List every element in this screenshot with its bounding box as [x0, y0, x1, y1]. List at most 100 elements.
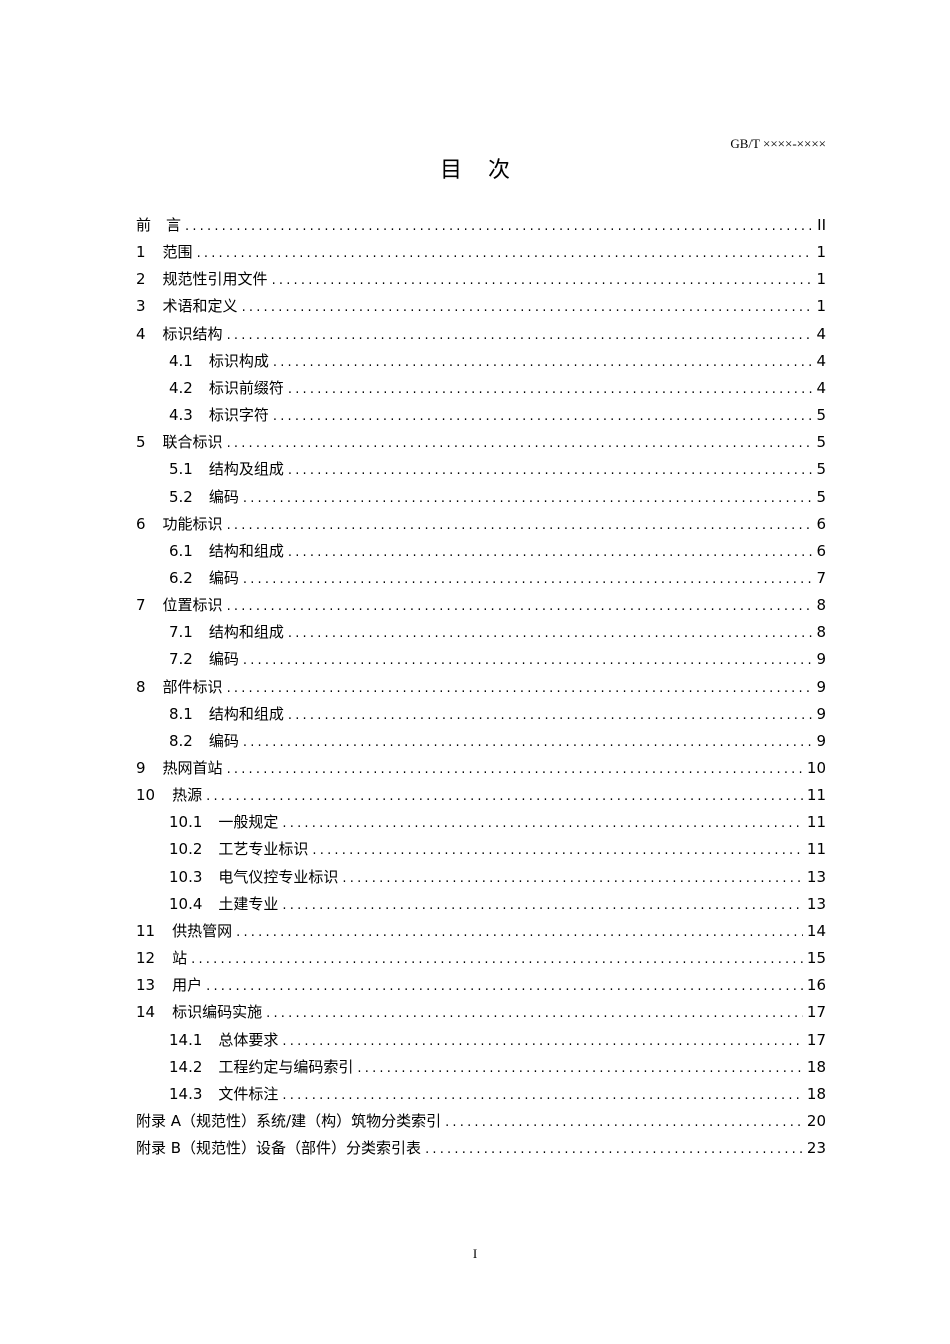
toc-entry-title: 热网首站	[162, 759, 223, 777]
toc-entry[interactable]: 10.2 工艺专业标识..............................…	[169, 839, 826, 859]
toc-entry-page: 9	[816, 704, 826, 723]
toc-entry-title: 工艺专业标识	[218, 840, 309, 859]
dot-leader: ........................................…	[241, 300, 813, 316]
dot-leader: ........................................…	[287, 544, 813, 560]
dot-leader: ........................................…	[282, 1087, 803, 1103]
toc-entry-title: 附录 A（规范性）系统/建（构）筑物分类索引	[136, 1111, 442, 1130]
toc-entry[interactable]: 7.1 结构和组成................................…	[169, 622, 826, 642]
toc-entry-number: 2	[136, 270, 146, 289]
toc-entry[interactable]: 14.1 总体要求................................…	[169, 1030, 826, 1050]
toc-entry-title: 标识编码实施	[172, 1003, 263, 1022]
dot-leader: ........................................…	[206, 979, 803, 995]
toc-entry-number: 5.2	[169, 487, 193, 506]
toc-entry-title: 位置标识	[162, 596, 223, 615]
toc-entry-number: 6.1	[169, 541, 193, 560]
toc-entry[interactable]: 10.3 电气仪控专业标识............................…	[169, 867, 826, 887]
toc-entry-page: 11	[806, 840, 826, 859]
toc-entry-number: 5	[136, 433, 146, 452]
toc-entry[interactable]: 14.2 工程约定与编码索引...........................…	[169, 1057, 826, 1077]
toc-entry[interactable]: 前 言.....................................…	[136, 215, 826, 235]
toc-entry-title: 结构及组成	[208, 460, 284, 479]
toc-entry-page: 5	[816, 487, 826, 506]
toc-entry-title: 热源	[172, 786, 203, 805]
toc-entry[interactable]: 5.2 编码...................................…	[169, 487, 826, 507]
toc-entry-page: 6	[816, 514, 826, 533]
toc-entry[interactable]: 10.1 一般规定................................…	[169, 812, 826, 832]
toc-entry-title: 结构和组成	[208, 541, 284, 560]
toc-entry[interactable]: 6.1 结构和组成................................…	[169, 541, 826, 561]
toc-entry[interactable]: 14 标识编码实施................................…	[136, 1002, 826, 1022]
toc-entry-title: 一般规定	[218, 813, 279, 832]
toc-entry[interactable]: 附录 A（规范性）系统/建（构）筑物分类索引..................…	[136, 1111, 826, 1131]
dot-leader: ........................................…	[272, 354, 813, 370]
toc-entry[interactable]: 2 规范性引用文件................................…	[136, 269, 826, 289]
toc-entry[interactable]: 11 供热管网..................................…	[136, 921, 826, 941]
toc-entry[interactable]: 4.2 标识前缀符................................…	[169, 378, 826, 398]
toc-entry[interactable]: 附录 B（规范性）设备（部件）分类索引表....................…	[136, 1138, 826, 1158]
toc-entry[interactable]: 14.3 文件标注................................…	[169, 1084, 826, 1104]
toc-entry[interactable]: 9 热网首站...................................…	[136, 758, 826, 778]
toc-entry-page: II	[817, 216, 826, 234]
toc-entry-page: 4	[816, 351, 826, 370]
toc-entry-page: 5	[816, 460, 826, 479]
dot-leader: ........................................…	[226, 517, 813, 533]
toc-entry-title: 部件标识	[162, 677, 223, 696]
toc-entry-page: 1	[816, 270, 826, 289]
toc-entry-page: 6	[816, 541, 826, 560]
toc-entry-number: 9	[136, 759, 146, 777]
toc-entry-title: 土建专业	[218, 894, 279, 913]
dot-leader: ........................................…	[282, 1033, 803, 1049]
toc-entry[interactable]: 8.2 编码...................................…	[169, 731, 826, 751]
dot-leader: ........................................…	[242, 653, 813, 669]
toc-entry-page: 17	[806, 1030, 826, 1049]
toc-entry-page: 20	[806, 1111, 826, 1130]
toc-entry-number: 11	[136, 921, 156, 940]
toc-entry-title: 结构和组成	[208, 623, 284, 642]
dot-leader: ........................................…	[287, 381, 813, 397]
toc-entry-title: 供热管网	[172, 921, 233, 940]
toc-entry[interactable]: 10 热源....................................…	[136, 785, 826, 805]
toc-entry-page: 14	[806, 921, 826, 940]
toc-entry-number: 3	[136, 297, 146, 316]
toc-entry-number: 4.1	[169, 351, 193, 370]
toc-entry[interactable]: 1 范围.....................................…	[136, 242, 826, 262]
standard-number: GB/T ××××-××××	[730, 136, 826, 151]
toc-entry[interactable]: 4 标识结构...................................…	[136, 324, 826, 344]
dot-leader: ........................................…	[185, 219, 813, 234]
toc-entry-page: 17	[806, 1003, 826, 1022]
toc-entry[interactable]: 3 术语和定义..................................…	[136, 296, 826, 316]
toc-entry-number: 10.3	[169, 867, 203, 886]
toc-entry-page: 18	[806, 1084, 826, 1103]
toc-entry-page: 4	[816, 378, 826, 397]
toc-entry-page: 8	[816, 596, 826, 615]
toc-entry[interactable]: 10.4 土建专业................................…	[169, 894, 826, 914]
toc-entry-title: 标识结构	[162, 324, 223, 343]
toc-entry[interactable]: 8 部件标识...................................…	[136, 677, 826, 697]
toc-entry-number: 4	[136, 324, 146, 343]
toc-entry[interactable]: 5 联合标识...................................…	[136, 432, 826, 452]
toc-entry-page: 1	[816, 243, 826, 262]
toc-entry[interactable]: 4.3 标识字符.................................…	[169, 405, 826, 425]
toc-entry[interactable]: 7 位置标识...................................…	[136, 595, 826, 615]
toc-entry[interactable]: 5.1 结构及组成................................…	[169, 459, 826, 479]
toc-entry-number: 7.1	[169, 623, 193, 642]
dot-leader: ........................................…	[242, 734, 813, 750]
toc-entry[interactable]: 6.2 编码...................................…	[169, 568, 826, 588]
toc-entry[interactable]: 12 站.....................................…	[136, 948, 826, 968]
dot-leader: ........................................…	[272, 409, 813, 425]
toc-entry[interactable]: 13 用户....................................…	[136, 975, 826, 995]
toc-entry[interactable]: 4.1 标识构成.................................…	[169, 351, 826, 371]
toc-entry-page: 11	[806, 813, 826, 832]
toc-entry-number: 14.3	[169, 1084, 203, 1103]
toc-entry[interactable]: 7.2 编码...................................…	[169, 649, 826, 669]
toc-entry[interactable]: 8.1 结构和组成................................…	[169, 704, 826, 724]
toc-entry-number: 6.2	[169, 568, 193, 587]
toc-entry[interactable]: 6 功能标识...................................…	[136, 514, 826, 534]
toc-entry-title: 电气仪控专业标识	[218, 867, 339, 886]
dot-leader: ........................................…	[282, 816, 803, 832]
toc-entry-number: 8.1	[169, 704, 193, 723]
toc-entry-number: 4.2	[169, 378, 193, 397]
toc-entry-number: 12	[136, 949, 156, 968]
dot-leader: ........................................…	[196, 246, 813, 262]
toc-entry-title: 标识字符	[208, 406, 269, 425]
